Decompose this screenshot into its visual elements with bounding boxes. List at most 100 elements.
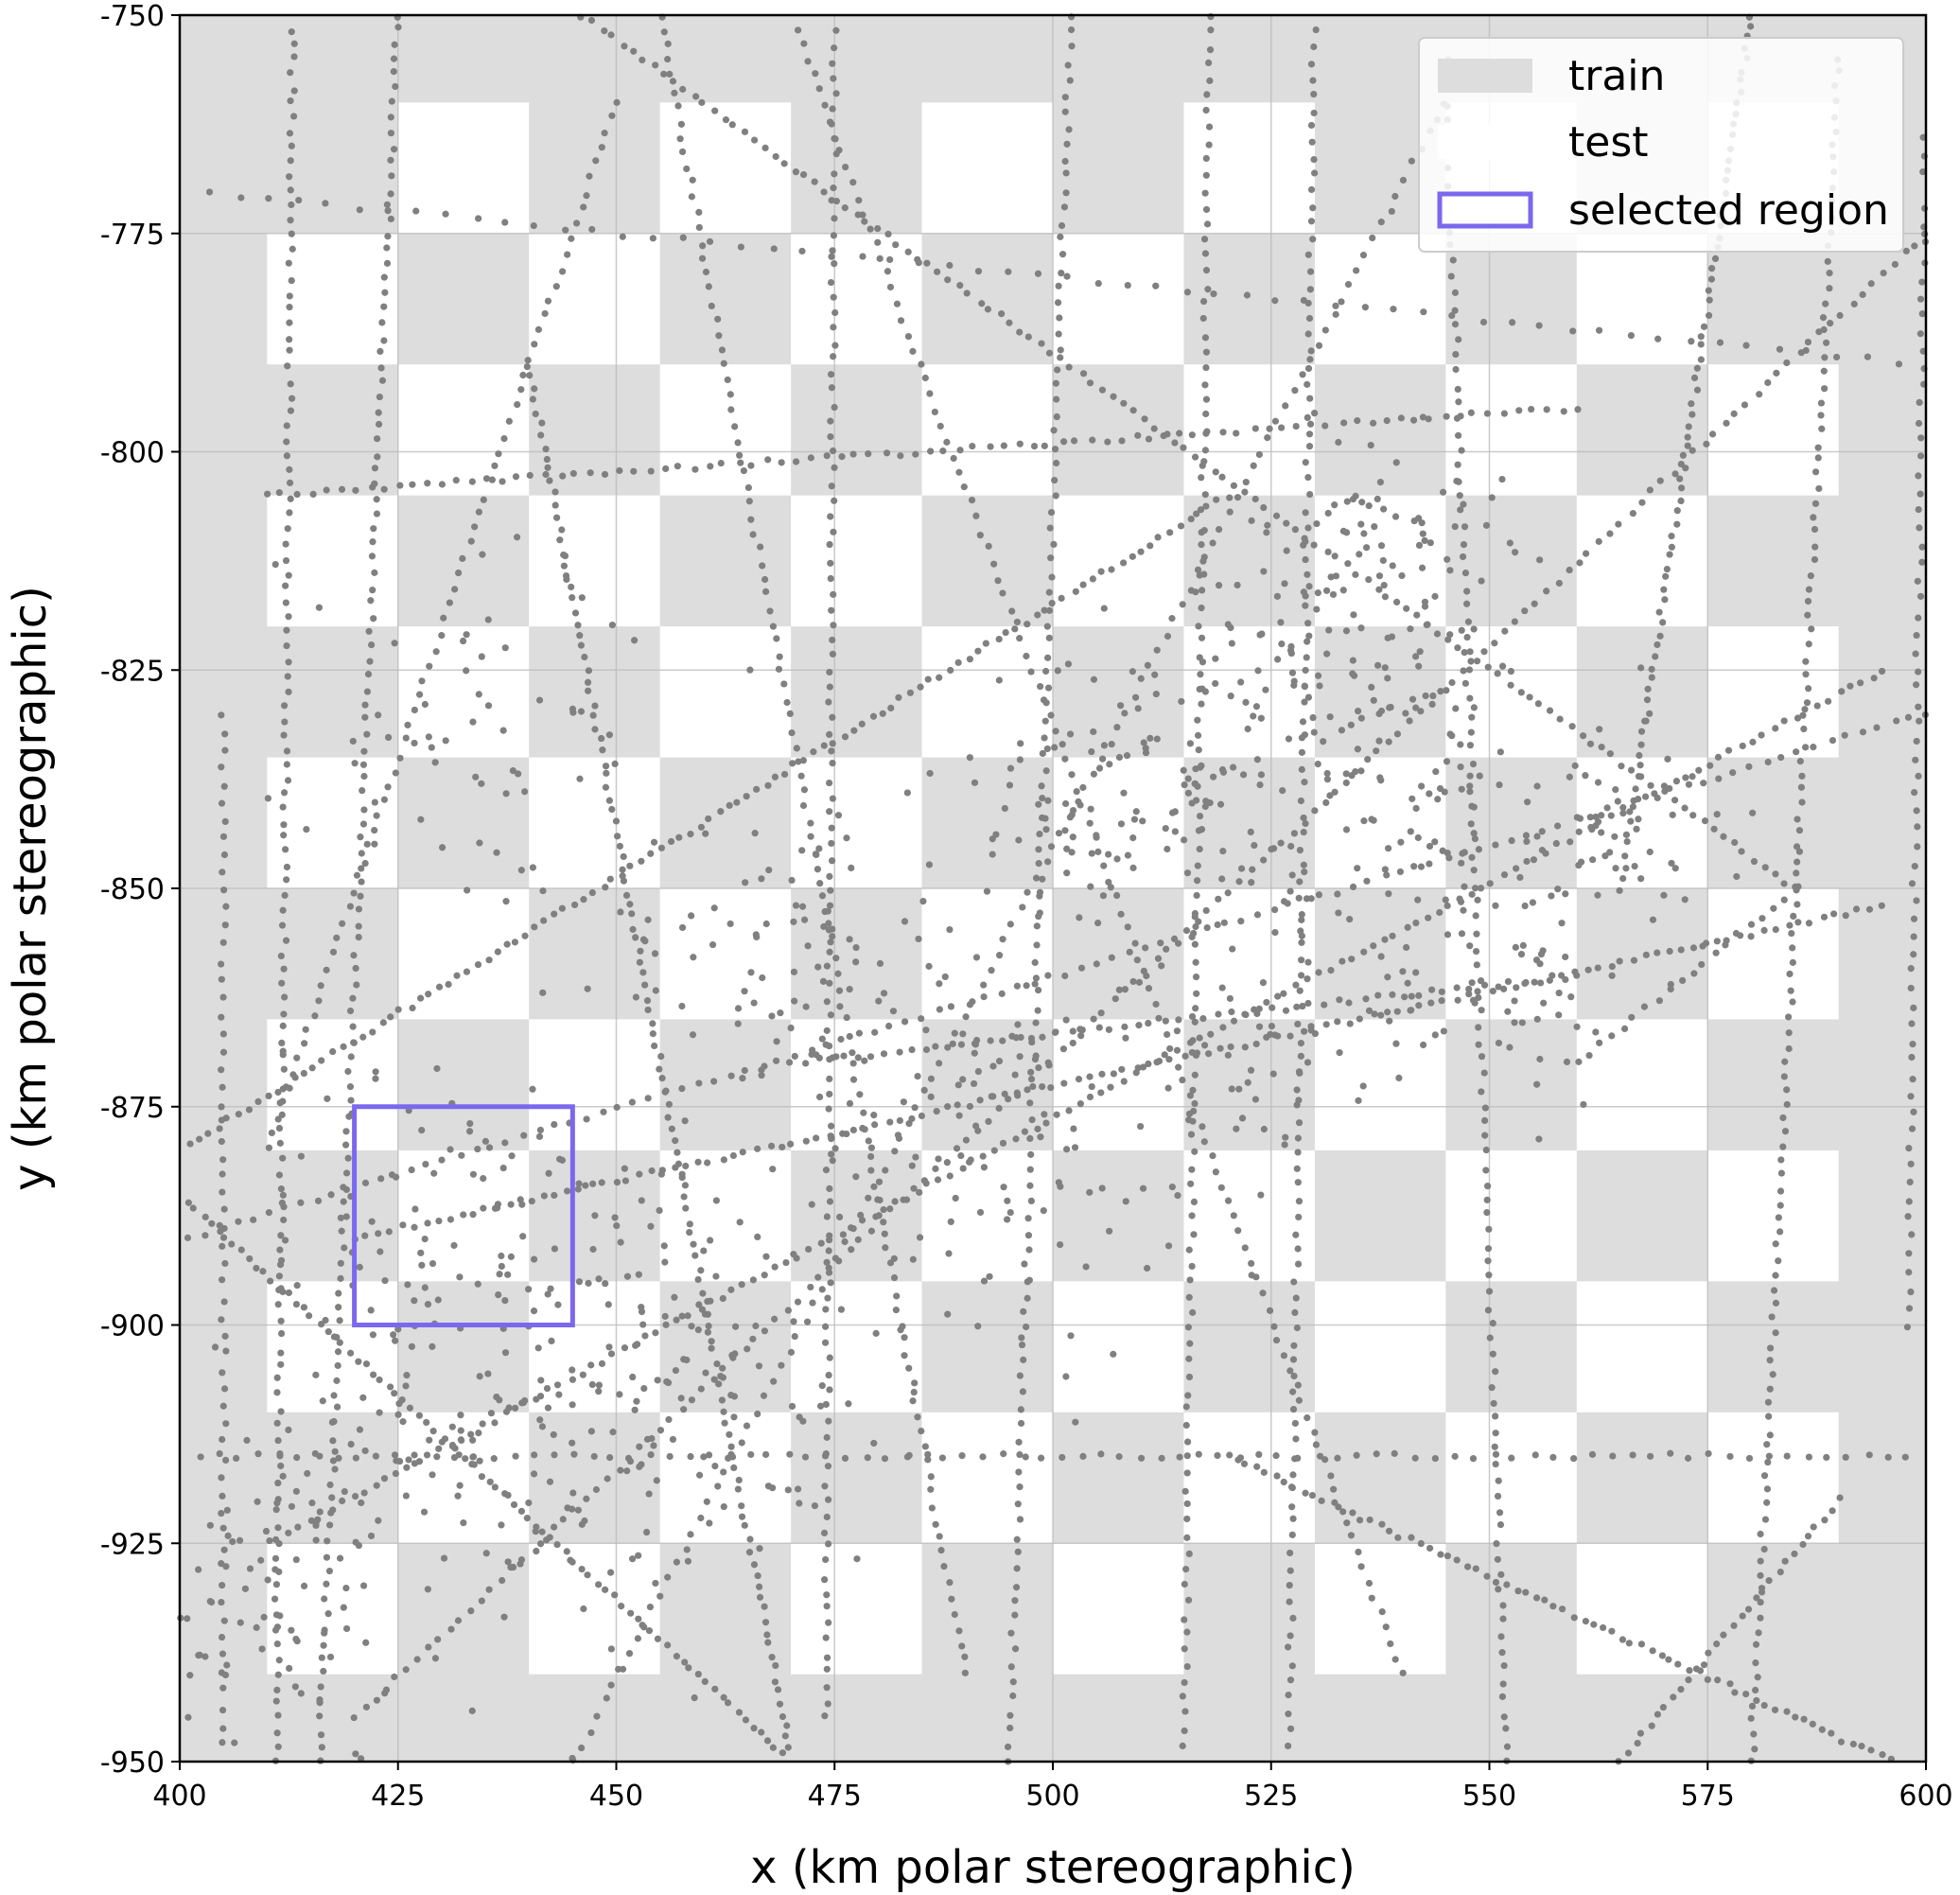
data-point	[623, 1467, 631, 1475]
data-point	[1068, 771, 1076, 779]
data-point	[208, 1219, 216, 1227]
data-point	[1067, 1332, 1075, 1340]
data-point	[1785, 1013, 1793, 1021]
data-point	[335, 1290, 342, 1297]
data-point	[989, 851, 996, 858]
data-point	[1467, 820, 1475, 828]
data-point	[750, 136, 759, 144]
data-point	[1343, 498, 1351, 505]
data-point	[1381, 664, 1389, 672]
data-point	[1057, 233, 1064, 240]
data-point	[1619, 803, 1627, 812]
data-point	[989, 835, 996, 843]
data-point	[1619, 874, 1627, 883]
data-point	[778, 459, 785, 466]
data-point	[1050, 427, 1058, 434]
data-point	[394, 1411, 402, 1418]
data-point	[1391, 1656, 1399, 1663]
data-point	[478, 653, 485, 660]
data-point	[585, 1279, 592, 1287]
data-point	[526, 372, 534, 379]
data-point	[387, 190, 394, 198]
data-point	[1603, 804, 1611, 812]
data-point	[1739, 742, 1746, 750]
data-point	[761, 1450, 770, 1459]
data-point	[1034, 270, 1042, 277]
data-point	[1171, 828, 1179, 835]
data-point	[970, 1079, 978, 1088]
data-point	[1698, 960, 1706, 969]
data-point	[1841, 731, 1848, 739]
data-point	[1201, 250, 1210, 257]
data-point	[1449, 256, 1457, 264]
data-point	[451, 1445, 459, 1452]
data-point	[1192, 973, 1200, 981]
data-point	[598, 734, 605, 743]
data-point	[1192, 922, 1199, 931]
data-point	[218, 1116, 225, 1124]
data-point	[895, 693, 902, 701]
data-point	[828, 1150, 835, 1158]
data-point	[1387, 1640, 1394, 1648]
data-point	[1562, 953, 1569, 961]
data-point	[274, 1743, 282, 1750]
data-point	[829, 713, 836, 721]
data-point	[1415, 541, 1424, 549]
data-point	[1714, 1676, 1722, 1684]
data-point	[394, 24, 402, 31]
data-point	[1124, 851, 1132, 859]
data-point	[712, 1272, 720, 1280]
legend-swatch-train	[1438, 59, 1532, 93]
data-point	[1458, 785, 1465, 793]
data-point	[424, 1586, 431, 1593]
data-point	[961, 1653, 969, 1660]
data-point	[1460, 500, 1467, 508]
data-point	[361, 1179, 370, 1186]
data-point	[1295, 1097, 1303, 1104]
data-point	[1272, 1336, 1281, 1344]
data-point	[218, 1013, 225, 1021]
data-point	[840, 1052, 848, 1060]
data-point	[836, 1003, 844, 1010]
data-point	[1235, 878, 1243, 886]
data-point	[773, 1038, 780, 1045]
data-point	[839, 1231, 847, 1238]
data-point	[1536, 979, 1545, 987]
data-point	[360, 1489, 368, 1497]
data-point	[662, 465, 670, 473]
data-point	[1754, 1674, 1761, 1681]
data-point	[1411, 1454, 1419, 1462]
data-point	[562, 226, 569, 234]
data-point	[1842, 1453, 1849, 1461]
data-point	[1615, 520, 1622, 528]
data-point	[684, 1557, 692, 1565]
data-point	[1425, 914, 1432, 921]
data-point	[283, 863, 291, 871]
data-point	[686, 1220, 693, 1228]
data-point	[789, 760, 796, 767]
test-cell	[1053, 1543, 1184, 1675]
data-point	[717, 459, 725, 467]
data-point	[366, 658, 374, 665]
data-point	[1595, 326, 1603, 334]
data-point	[1304, 975, 1311, 983]
data-point	[691, 1693, 698, 1702]
data-point	[1371, 1010, 1378, 1018]
test-cell	[921, 102, 1053, 234]
data-point	[835, 987, 844, 994]
data-point	[829, 933, 836, 940]
data-point	[1051, 446, 1059, 453]
test-cell	[1707, 1149, 1839, 1282]
data-point	[1914, 823, 1921, 831]
data-point	[220, 1205, 228, 1213]
data-point	[281, 891, 289, 899]
data-point	[1352, 492, 1359, 500]
data-point	[826, 1354, 833, 1361]
data-point	[708, 1344, 715, 1352]
data-point	[1822, 300, 1829, 307]
data-point	[1358, 499, 1366, 506]
x-axis-label: x (km polar stereographic)	[750, 1841, 1356, 1894]
data-point	[273, 1500, 281, 1507]
data-point	[767, 1142, 776, 1149]
data-point	[1027, 1197, 1035, 1205]
